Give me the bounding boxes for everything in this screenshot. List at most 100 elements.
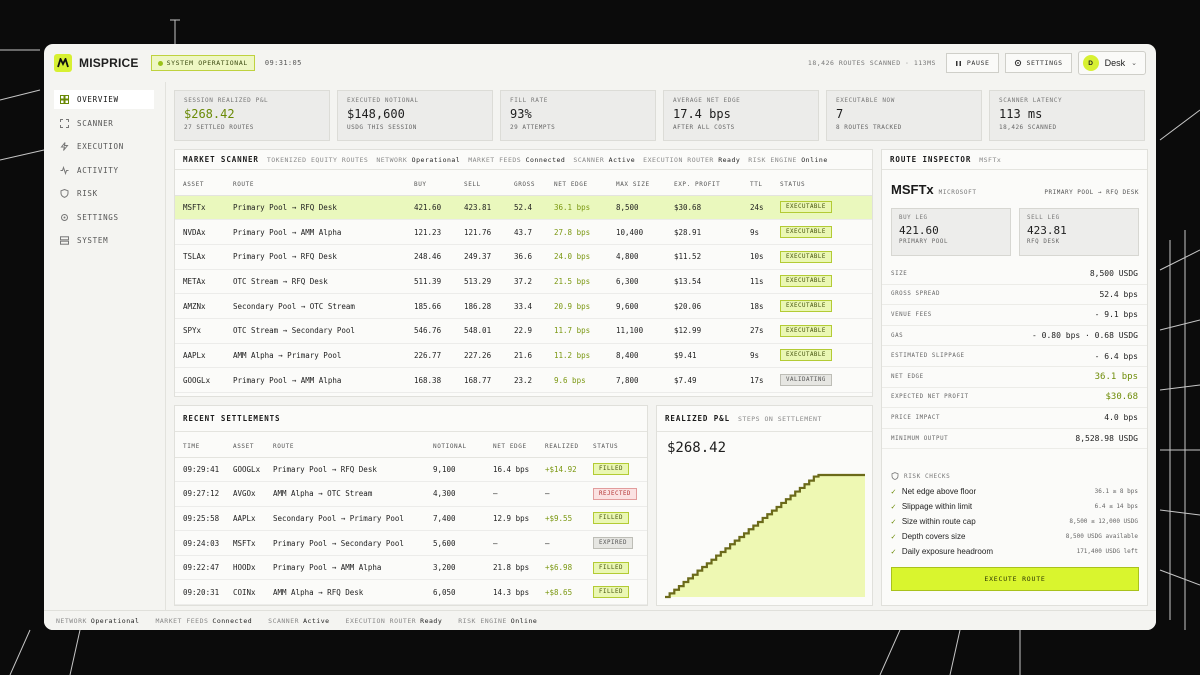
inspector-row-label: VENUE FEES [891, 311, 932, 318]
status-key: EXECUTION ROUTER [643, 155, 714, 164]
table-cell: VALIDATING [780, 367, 872, 393]
table-row[interactable]: METAx OTC Stream → RFQ Desk 511.39 513.29 37… [175, 269, 872, 295]
settlements-header: RECENT SETTLEMENTS [175, 406, 647, 432]
inspector-row: GROSS SPREAD 52.4 bps [882, 285, 1147, 306]
footer-value: Active [303, 616, 330, 625]
footer-value: Online [510, 616, 538, 625]
sidebar-item-system[interactable]: SYSTEM [54, 231, 154, 250]
table-cell: Primary Pool → RFQ Desk [233, 195, 414, 221]
status-badge: FILLED [593, 586, 629, 599]
table-cell: Primary Pool → AMM Alpha [233, 219, 414, 245]
table-cell: 14.3 bps [493, 579, 545, 605]
inspector-row-label: GAS [891, 332, 904, 339]
table-row[interactable]: 09:24:03 MSFTx Primary Pool → Secondary Po… [175, 530, 647, 556]
kpi-card: EXECUTED NOTIONAL $148,600 USDG THIS SESSI… [337, 90, 493, 141]
table-row[interactable]: 09:25:58 AAPLx Secondary Pool → Primary Po… [175, 506, 647, 532]
risk-check-item: ✓ Net edge above floor 36.1 ≥ 8 bps [882, 484, 1147, 499]
market-scanner-header: MARKET SCANNER TOKENIZED EQUITY ROUTES N… [175, 150, 872, 170]
risk-checks-title: RISK CHECKS [904, 472, 951, 480]
status-value: Connected [525, 155, 566, 164]
inspector-row-value: - 0.80 bps · 0.68 USDG [1032, 331, 1138, 341]
sidebar-item-label: RISK [77, 189, 98, 198]
app-window: MISPRICE SYSTEM OPERATIONAL 09:31:05 18,… [44, 44, 1156, 630]
table-cell: 27s [750, 318, 780, 344]
table-cell: 27.8 bps [554, 219, 616, 245]
inspector-row-label: PRICE IMPACT [891, 414, 941, 421]
table-cell: +$6.98 [545, 555, 593, 581]
execute-route-button[interactable]: EXECUTE ROUTE [891, 567, 1139, 591]
table-cell: 52.4 [514, 195, 554, 221]
table-cell: 7,800 [616, 367, 674, 393]
table-cell: — [493, 530, 545, 556]
sidebar-item-activity[interactable]: ACTIVITY [54, 161, 154, 180]
scanner-status-item: RISK ENGINE Online [748, 156, 827, 164]
sidebar-item-execution[interactable]: EXECUTION [54, 137, 154, 156]
risk-check-item: ✓ Slippage within limit 6.4 ≤ 14 bps [882, 499, 1147, 514]
kpi-value: $148,600 [347, 107, 405, 121]
table-row[interactable]: TSLAx Primary Pool → RFQ Desk 248.46 249.37… [175, 244, 872, 270]
table-row[interactable]: GOOGLx Primary Pool → AMM Alpha 168.38 168.… [175, 367, 872, 393]
sidebar-item-label: SYSTEM [77, 236, 109, 245]
pause-button[interactable]: PAUSE [945, 53, 999, 73]
table-cell: AAPLx [175, 343, 233, 369]
table-cell: AMZNx [175, 293, 233, 319]
risk-check-value: 8,500 ≤ 12,000 USDG [1069, 518, 1138, 525]
column-header: SELL [464, 174, 514, 196]
table-row[interactable]: MSFTx Primary Pool → RFQ Desk 421.60 423.81… [175, 195, 872, 221]
kpi-label: EXECUTABLE NOW [836, 97, 895, 104]
sidebar-item-scanner[interactable]: SCANNER [54, 114, 154, 133]
inspector-row-value: 36.1 bps [1094, 371, 1138, 382]
table-cell: NVDAx [175, 219, 233, 245]
kpi-subtext: 27 SETTLED ROUTES [184, 124, 254, 131]
table-cell: $7.49 [674, 367, 750, 393]
status-key: RISK ENGINE [748, 155, 797, 164]
table-cell: 36.1 bps [554, 195, 616, 221]
table-row[interactable]: NVDAx Primary Pool → AMM Alpha 121.23 121.7… [175, 219, 872, 245]
inspector-row: PRICE IMPACT 4.0 bps [882, 408, 1147, 429]
table-cell: OTC Stream → RFQ Desk [233, 269, 414, 295]
table-row[interactable]: AAPLx AMM Alpha → Primary Pool 226.77 227.2… [175, 343, 872, 369]
pnl-header: REALIZED P&L STEPS ON SETTLEMENT [657, 406, 872, 432]
sell-leg-value: 423.81 [1027, 224, 1067, 237]
inspector-row: SIZE 8,500 USDG [882, 264, 1147, 285]
server-icon [60, 236, 69, 245]
table-row[interactable]: AMZNx Secondary Pool → OTC Stream 185.66 18… [175, 293, 872, 319]
table-cell: COINx [233, 579, 273, 605]
status-badge: EXECUTABLE [780, 250, 832, 263]
table-row[interactable]: 09:27:12 AVGOx AMM Alpha → OTC Stream 4,300… [175, 481, 647, 507]
sidebar-item-risk[interactable]: RISK [54, 184, 154, 203]
sidebar-item-overview[interactable]: OVERVIEW [54, 90, 154, 109]
table-cell: GOOGLx [233, 457, 273, 483]
table-row[interactable]: 09:29:41 GOOGLx Primary Pool → RFQ Desk 9,1… [175, 457, 647, 483]
check-icon: ✓ [891, 532, 896, 541]
table-cell: FILLED [593, 555, 647, 581]
avatar: D [1082, 55, 1099, 71]
system-status-label: SYSTEM OPERATIONAL [166, 59, 248, 67]
sidebar-item-label: ACTIVITY [77, 165, 119, 175]
status-key: MARKET FEEDS [468, 155, 522, 164]
table-cell: EXECUTABLE [780, 343, 872, 369]
table-cell: 9s [750, 219, 780, 245]
column-header: NOTIONAL [433, 436, 493, 458]
table-row[interactable]: SPYx OTC Stream → Secondary Pool 546.76 548… [175, 318, 872, 344]
inspector-header: ROUTE INSPECTOR MSFTx [882, 150, 1147, 170]
table-cell: AMM Alpha → RFQ Desk [273, 579, 433, 605]
status-badge: EXPIRED [593, 537, 633, 550]
route-inspector-panel: ROUTE INSPECTOR MSFTx MSFTx MICROSOFT PR… [881, 149, 1148, 606]
status-badge: REJECTED [593, 487, 637, 500]
table-cell: HOODx [233, 555, 273, 581]
settings-button[interactable]: SETTINGS [1004, 53, 1072, 73]
pause-label: PAUSE [966, 59, 990, 67]
kpi-label: FILL RATE [510, 97, 548, 104]
user-menu[interactable]: D Desk ⌄ [1077, 51, 1146, 75]
table-cell: 7,400 [433, 506, 493, 532]
user-name: Desk [1104, 58, 1126, 68]
inspector-row-label: NET EDGE [891, 373, 924, 380]
table-cell: 21.6 [514, 343, 554, 369]
sidebar-item-settings[interactable]: SETTINGS [54, 208, 154, 227]
status-footer: NETWORK Operational MARKET FEEDS Connected S… [44, 610, 1156, 630]
table-row[interactable]: 09:20:31 COINx AMM Alpha → RFQ Desk 6,050 14… [175, 579, 647, 605]
table-cell: 36.6 [514, 244, 554, 270]
top-bar: MISPRICE SYSTEM OPERATIONAL 09:31:05 18,… [44, 44, 1156, 82]
table-row[interactable]: 09:22:47 HOODx Primary Pool → AMM Alpha 3,2… [175, 555, 647, 581]
